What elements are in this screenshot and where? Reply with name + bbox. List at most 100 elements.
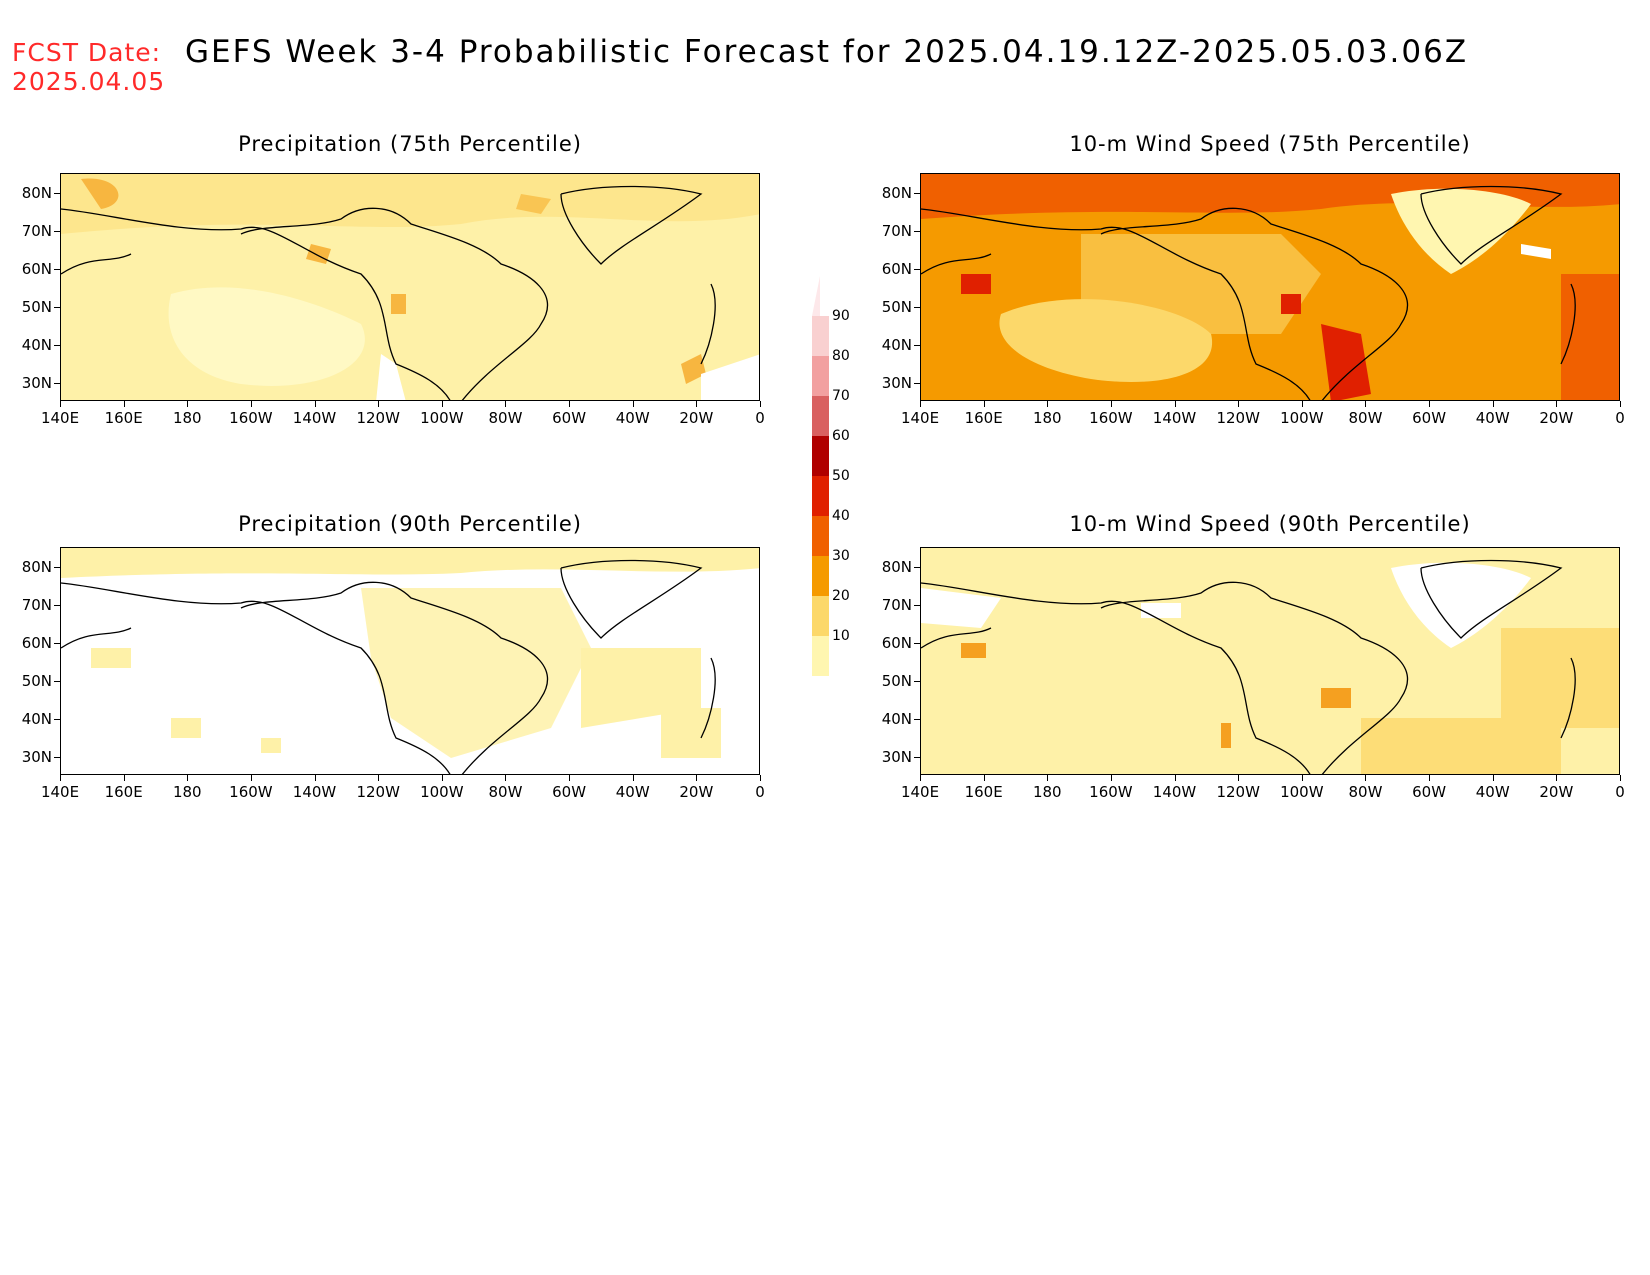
lon-tick: [1047, 401, 1049, 407]
lon-label: 140W: [292, 783, 337, 801]
lon-label: 140E: [900, 409, 940, 427]
lon-tick: [569, 401, 571, 407]
lat-label: 60N: [21, 260, 52, 278]
lat-tick: [54, 681, 60, 682]
lat-label: 60N: [881, 260, 912, 278]
lat-tick: [54, 567, 60, 568]
lon-tick: [1556, 775, 1558, 781]
lat-label: 40N: [21, 336, 52, 354]
lat-tick: [914, 193, 920, 194]
lon-label: 160W: [229, 409, 273, 427]
lon-tick: [632, 401, 634, 407]
lon-label: 0: [755, 783, 765, 801]
lat-label: 50N: [21, 672, 52, 690]
lon-tick: [250, 401, 252, 407]
lon-tick: [187, 401, 189, 407]
lon-label: 180: [172, 783, 202, 801]
lon-tick: [1365, 775, 1367, 781]
colorbar-segment: [812, 356, 829, 396]
fcst-date-label: FCST Date: 2025.04.05: [12, 38, 165, 96]
lon-label: 60W: [1412, 409, 1447, 427]
lat-tick: [54, 719, 60, 720]
lat-tick: [914, 567, 920, 568]
lon-label: 140W: [1152, 409, 1197, 427]
lon-label: 120W: [356, 783, 400, 801]
lat-label: 30N: [21, 374, 52, 392]
lon-label: 100W: [1280, 409, 1324, 427]
lon-label: 160W: [1089, 409, 1133, 427]
lat-label: 60N: [21, 634, 52, 652]
lon-label: 60W: [552, 783, 587, 801]
lon-label: 80W: [1348, 783, 1383, 801]
lon-tick: [123, 401, 125, 407]
lon-tick: [505, 775, 507, 781]
lon-tick: [1110, 401, 1112, 407]
lon-tick: [505, 401, 507, 407]
colorbar-label: 20: [832, 588, 850, 604]
lat-tick: [914, 345, 920, 346]
lon-label: 140E: [40, 783, 80, 801]
lon-label: 20W: [1539, 783, 1574, 801]
lon-tick: [60, 775, 61, 781]
lat-label: 50N: [21, 298, 52, 316]
colorbar-label: 70: [832, 388, 850, 404]
lon-label: 160E: [104, 783, 143, 801]
lon-tick: [378, 401, 380, 407]
colorbar-label: 30: [832, 548, 850, 564]
lat-tick: [914, 757, 920, 758]
lon-label: 160E: [964, 783, 1003, 801]
lon-tick: [1492, 775, 1494, 781]
lon-tick: [1301, 775, 1303, 781]
lat-tick: [914, 383, 920, 384]
panel-title-precip-75: Precipitation (75th Percentile): [238, 132, 582, 156]
lon-tick: [569, 775, 571, 781]
lon-tick: [378, 775, 380, 781]
lon-label: 40W: [615, 783, 650, 801]
colorbar: [812, 276, 852, 676]
lon-label: 140W: [292, 409, 337, 427]
lat-tick: [54, 345, 60, 346]
lon-tick: [983, 401, 985, 407]
lon-label: 0: [1615, 783, 1625, 801]
lon-tick: [760, 401, 761, 407]
lat-tick: [54, 757, 60, 758]
lon-tick: [1429, 775, 1431, 781]
lon-tick: [1174, 401, 1176, 407]
colorbar-label: 50: [832, 468, 850, 484]
map-wind-90: [920, 547, 1620, 775]
lon-label: 80W: [488, 783, 523, 801]
map-precip-90: [60, 547, 760, 775]
lon-label: 20W: [679, 409, 714, 427]
lon-label: 80W: [488, 409, 523, 427]
map-precip-75: [60, 173, 760, 401]
lat-tick: [54, 643, 60, 644]
fcst-date-value: 2025.04.05: [12, 67, 166, 96]
lon-label: 140W: [1152, 783, 1197, 801]
lon-label: 120W: [1216, 409, 1260, 427]
lon-tick: [1238, 401, 1240, 407]
colorbar-label: 40: [832, 508, 850, 524]
lon-label: 40W: [615, 409, 650, 427]
colorbar-label: 60: [832, 428, 850, 444]
lon-label: 100W: [420, 783, 464, 801]
lon-tick: [1110, 775, 1112, 781]
lat-label: 30N: [881, 748, 912, 766]
lon-label: 80W: [1348, 409, 1383, 427]
lon-label: 100W: [420, 409, 464, 427]
lat-label: 30N: [881, 374, 912, 392]
colorbar-segment: [812, 516, 829, 556]
panel-title-wind-75: 10-m Wind Speed (75th Percentile): [1069, 132, 1471, 156]
lon-tick: [1301, 401, 1303, 407]
colorbar-label: 10: [832, 628, 850, 644]
lon-tick: [187, 775, 189, 781]
lon-tick: [314, 775, 316, 781]
lon-tick: [1047, 775, 1049, 781]
lon-label: 120W: [356, 409, 400, 427]
lon-tick: [696, 775, 698, 781]
lon-label: 180: [1032, 783, 1062, 801]
lon-label: 160W: [1089, 783, 1133, 801]
lon-tick: [441, 401, 443, 407]
lon-tick: [250, 775, 252, 781]
lat-tick: [914, 643, 920, 644]
colorbar-segment: [812, 596, 829, 636]
